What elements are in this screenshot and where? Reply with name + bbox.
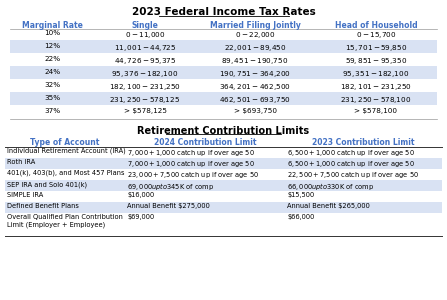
Text: $16,000: $16,000: [127, 192, 154, 198]
Text: 32%: 32%: [44, 82, 60, 88]
Text: 2023 Contribution Limit: 2023 Contribution Limit: [312, 138, 415, 147]
Text: $15,701 - $59,850: $15,701 - $59,850: [345, 43, 407, 53]
Text: 37%: 37%: [44, 108, 60, 114]
Text: Head of Household: Head of Household: [335, 21, 417, 30]
Text: 2023 Federal Income Tax Rates: 2023 Federal Income Tax Rates: [131, 7, 316, 17]
Text: $95,376 - $182,100: $95,376 - $182,100: [111, 69, 179, 79]
Text: $182,100 - $231,250: $182,100 - $231,250: [109, 82, 181, 92]
Text: 401(k), 403(b), and Most 457 Plans: 401(k), 403(b), and Most 457 Plans: [7, 170, 125, 176]
Text: $44,726 - $95,375: $44,726 - $95,375: [114, 56, 176, 66]
FancyBboxPatch shape: [5, 180, 442, 191]
Text: Overall Qualified Plan Contribution
Limit (Employer + Employee): Overall Qualified Plan Contribution Limi…: [7, 214, 123, 227]
Text: $182,101 - $231,250: $182,101 - $231,250: [340, 82, 412, 92]
Text: Individual Retirement Account (IRA): Individual Retirement Account (IRA): [7, 148, 126, 154]
Text: $69,000 up to $345K of comp: $69,000 up to $345K of comp: [127, 181, 214, 192]
Text: 12%: 12%: [44, 43, 60, 49]
Text: 10%: 10%: [44, 30, 60, 36]
Text: $89,451 - $190,750: $89,451 - $190,750: [221, 56, 289, 66]
FancyBboxPatch shape: [10, 92, 437, 105]
Text: Defined Benefit Plans: Defined Benefit Plans: [7, 203, 79, 209]
Text: Marginal Rate: Marginal Rate: [22, 21, 83, 30]
Text: $11,001 - $44,725: $11,001 - $44,725: [114, 43, 176, 53]
Text: $15,500: $15,500: [287, 192, 314, 198]
Text: $6,500 + $1,000 catch up if over age 50: $6,500 + $1,000 catch up if over age 50: [287, 148, 415, 158]
FancyBboxPatch shape: [10, 40, 437, 53]
Text: Married Filing Jointly: Married Filing Jointly: [210, 21, 300, 30]
Text: Type of Account: Type of Account: [30, 138, 100, 147]
Text: SEP IRA and Solo 401(k): SEP IRA and Solo 401(k): [7, 181, 87, 188]
Text: $22,001 - $89,450: $22,001 - $89,450: [224, 43, 286, 53]
Text: SIMPLE IRA: SIMPLE IRA: [7, 192, 43, 198]
Text: $462,501 - $693,750: $462,501 - $693,750: [219, 95, 291, 105]
Text: $59,851 - $95,350: $59,851 - $95,350: [345, 56, 407, 66]
Text: Annual Benefit $275,000: Annual Benefit $275,000: [127, 203, 210, 209]
FancyBboxPatch shape: [5, 202, 442, 213]
Text: $95,351 - $182,100: $95,351 - $182,100: [342, 69, 409, 79]
Text: $231,250 - $578,100: $231,250 - $578,100: [340, 95, 412, 105]
Text: Roth IRA: Roth IRA: [7, 159, 35, 165]
Text: $0 - $22,000: $0 - $22,000: [235, 30, 275, 40]
Text: 24%: 24%: [44, 69, 60, 75]
Text: $7,000 + $1,000 catch up if over age 50: $7,000 + $1,000 catch up if over age 50: [127, 148, 255, 158]
Text: $0 - $15,700: $0 - $15,700: [356, 30, 396, 40]
Text: > $693,750: > $693,750: [233, 108, 277, 114]
Text: $231,250 - $578,125: $231,250 - $578,125: [110, 95, 181, 105]
Text: $23,000 + $7,500 catch up if over age 50: $23,000 + $7,500 catch up if over age 50: [127, 170, 259, 180]
Text: Annual Benefit $265,000: Annual Benefit $265,000: [287, 203, 370, 209]
Text: 22%: 22%: [44, 56, 60, 62]
Text: $190,751 - $364,200: $190,751 - $364,200: [219, 69, 291, 79]
FancyBboxPatch shape: [10, 66, 437, 79]
Text: 2024 Contribution Limit: 2024 Contribution Limit: [154, 138, 256, 147]
Text: $22,500 + $7,500 catch up if over age 50: $22,500 + $7,500 catch up if over age 50: [287, 170, 419, 180]
Text: $0 - $11,000: $0 - $11,000: [125, 30, 165, 40]
Text: $7,000 + $1,000 catch up if over age 50: $7,000 + $1,000 catch up if over age 50: [127, 159, 255, 169]
Text: 35%: 35%: [44, 95, 60, 101]
Text: > $578,100: > $578,100: [354, 108, 397, 114]
Text: Retirement Contribution Limits: Retirement Contribution Limits: [137, 126, 310, 136]
Text: $66,000 up to $330K of comp: $66,000 up to $330K of comp: [287, 181, 374, 192]
FancyBboxPatch shape: [5, 158, 442, 169]
Text: $364,201 - $462,500: $364,201 - $462,500: [219, 82, 291, 92]
Text: > $578,125: > $578,125: [123, 108, 166, 114]
Text: $6,500 + $1,000 catch up if over age 50: $6,500 + $1,000 catch up if over age 50: [287, 159, 415, 169]
Text: $69,000: $69,000: [127, 214, 154, 220]
Text: $66,000: $66,000: [287, 214, 314, 220]
Text: Single: Single: [131, 21, 158, 30]
